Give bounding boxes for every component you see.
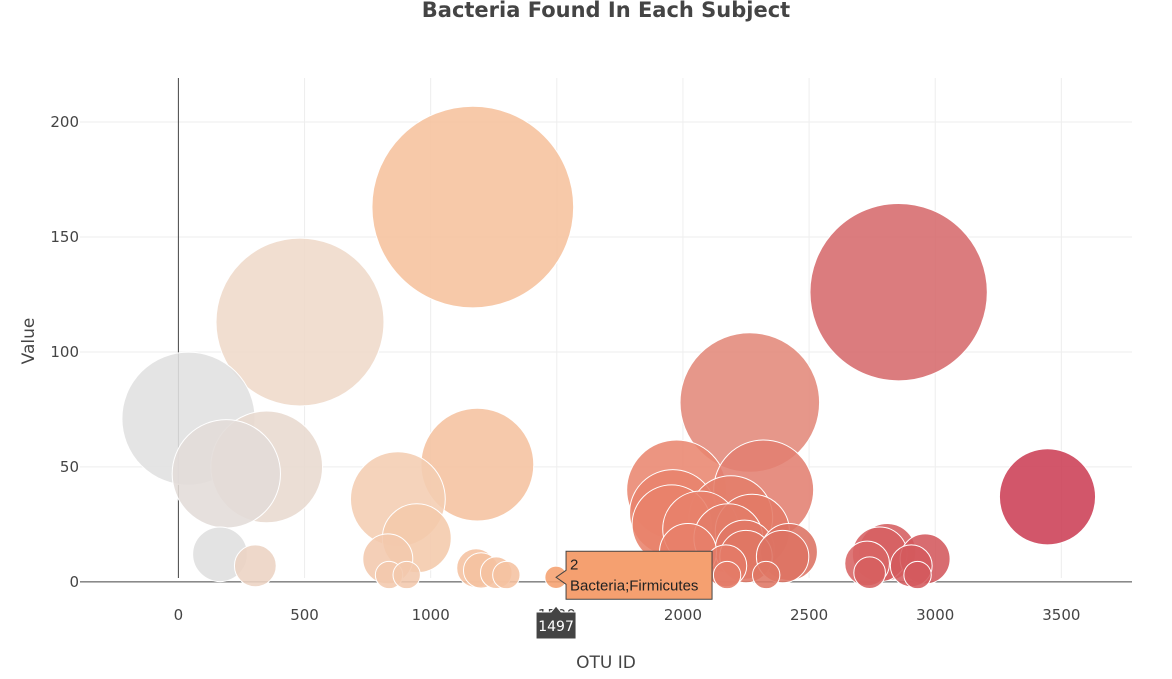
hover-tooltip: 2 Bacteria;Firmicutes 1497	[535, 550, 713, 640]
x-tick-label: 3000	[916, 606, 954, 624]
chart-title: Bacteria Found In Each Subject	[422, 0, 790, 22]
x-tick-label: 3500	[1042, 606, 1080, 624]
bubble-point[interactable]	[233, 544, 277, 588]
x-tick-label: 0	[174, 606, 184, 624]
bubble-point[interactable]	[853, 556, 886, 590]
y-tick-label: 200	[50, 113, 79, 131]
bubbles-layer	[121, 105, 1097, 590]
y-tick-label: 0	[69, 573, 79, 591]
hover-tooltip-box	[555, 550, 713, 600]
hover-tooltip-value: 2	[570, 556, 578, 573]
y-tick-label: 50	[60, 458, 79, 476]
bubble-point[interactable]	[752, 560, 781, 590]
bubble-point[interactable]	[215, 237, 385, 407]
hover-x-label: 1497	[538, 619, 574, 635]
bubble-point[interactable]	[392, 560, 421, 590]
bubble-point[interactable]	[998, 448, 1097, 546]
bubble-point[interactable]	[171, 419, 281, 529]
bubble-point[interactable]	[712, 560, 742, 590]
y-tick-label: 150	[50, 228, 79, 246]
bubble-point[interactable]	[371, 105, 575, 309]
x-tick-label: 500	[290, 606, 319, 624]
hover-tooltip-label: Bacteria;Firmicutes	[570, 577, 698, 594]
x-axis-title: OTU ID	[576, 653, 636, 673]
hover-x-label-box	[535, 605, 577, 640]
x-tick-label: 2000	[664, 606, 702, 624]
bubble-point[interactable]	[809, 202, 988, 382]
bubble-point[interactable]	[903, 560, 932, 590]
y-axis-title: Value	[19, 318, 39, 365]
y-tick-label: 100	[50, 343, 79, 361]
x-tick-label: 2500	[790, 606, 828, 624]
bubble-point[interactable]	[492, 560, 521, 590]
x-tick-label: 1000	[412, 606, 450, 624]
